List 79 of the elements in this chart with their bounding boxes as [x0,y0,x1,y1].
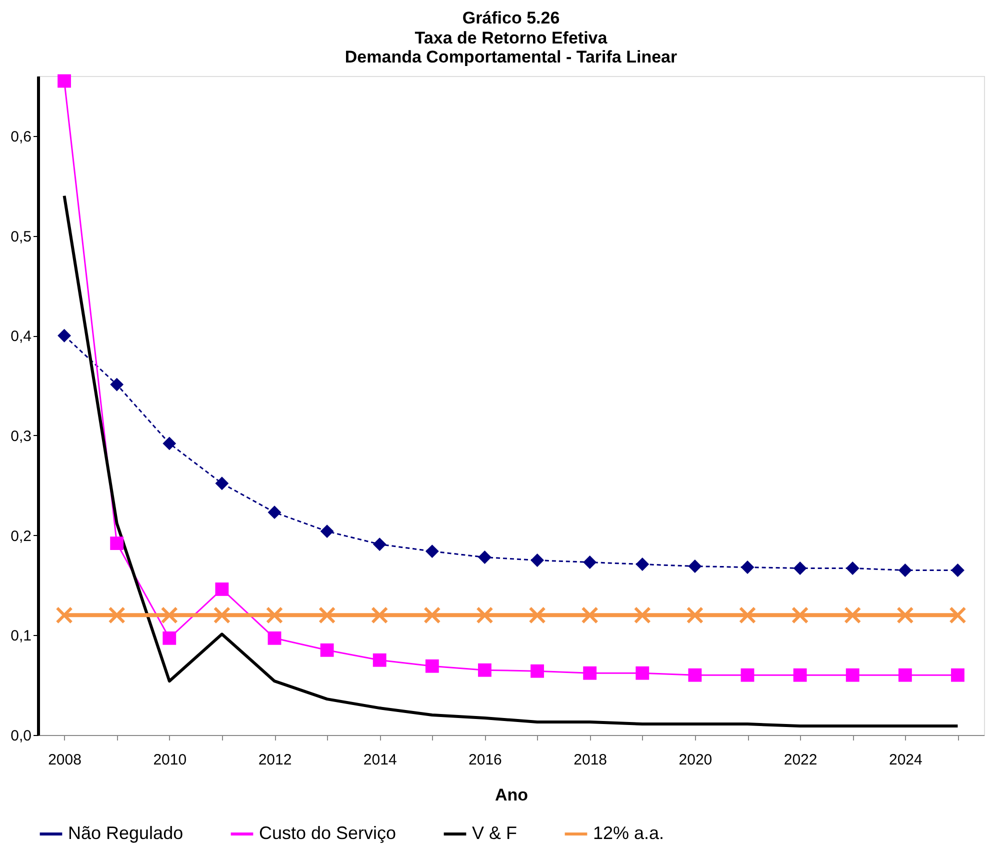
chart-title: Gráfico 5.26 [462,8,560,28]
point [949,606,966,624]
point [478,663,492,677]
x-tick-label: 2024 [888,752,922,768]
point [844,606,862,624]
legend-label: Não Regulado [68,823,184,843]
point [108,606,126,624]
x-axis-title: Ano [494,786,528,804]
point [740,668,754,682]
point [846,668,860,682]
y-tick-label: 0,4 [10,328,32,346]
point [110,536,124,550]
legend-label: V & F [472,823,518,843]
point [478,550,492,564]
point [846,562,860,575]
point [58,328,71,342]
point [951,564,964,577]
point [268,631,282,645]
point [56,606,73,624]
y-tick-label: 0,3 [10,428,32,445]
point [318,606,336,624]
point [581,606,598,624]
point [688,560,702,573]
x-tick-label: 2010 [153,752,187,768]
point [320,643,334,657]
point [215,476,229,490]
x-tick-label: 2012 [258,752,292,768]
point [791,606,809,624]
point [162,631,176,645]
point [372,538,386,551]
point [528,606,546,624]
point [372,653,386,667]
point [793,562,807,575]
x-tick-label: 2018 [574,752,608,768]
x-tick-label: 2016 [468,752,502,768]
point [634,606,651,624]
y-tick-label: 0,5 [10,228,32,246]
x-tick-label: 2008 [48,752,82,768]
point [266,606,284,624]
point [636,666,650,680]
y-tick-label: 0,2 [10,528,32,545]
point [424,606,441,624]
text: Demanda Comportamental - Tarifa Linear [344,47,678,66]
point [530,554,544,567]
x-tick-label: 2022 [784,752,818,768]
y-tick-label: 0,1 [10,628,32,645]
point [738,606,756,624]
point [215,582,229,596]
legend-label: Custo do Serviço [259,823,396,843]
point [476,606,494,624]
point [268,506,282,520]
y-tick-label: 0,0 [10,728,32,744]
point [898,668,912,682]
point [425,659,439,673]
text: Taxa de Retorno Efetiva [414,28,608,48]
point [162,436,176,450]
x-tick-label: 2014 [363,752,397,768]
point [160,606,178,624]
point [793,668,807,682]
point [898,564,912,577]
point [371,606,388,624]
point [688,668,702,682]
point [583,556,597,569]
point [740,560,754,574]
point [530,664,544,678]
point [686,606,704,624]
line-series [62,194,960,728]
point [896,606,914,624]
x-tick-label: 2020 [678,752,712,768]
point [951,668,964,682]
y-tick-label: 0,6 [10,128,32,146]
point [636,558,650,571]
point [58,74,71,88]
point [425,544,439,558]
point [320,524,334,538]
legend-label: 12% a.a. [593,823,664,843]
point [583,666,597,680]
point [110,378,124,392]
point [213,606,231,624]
